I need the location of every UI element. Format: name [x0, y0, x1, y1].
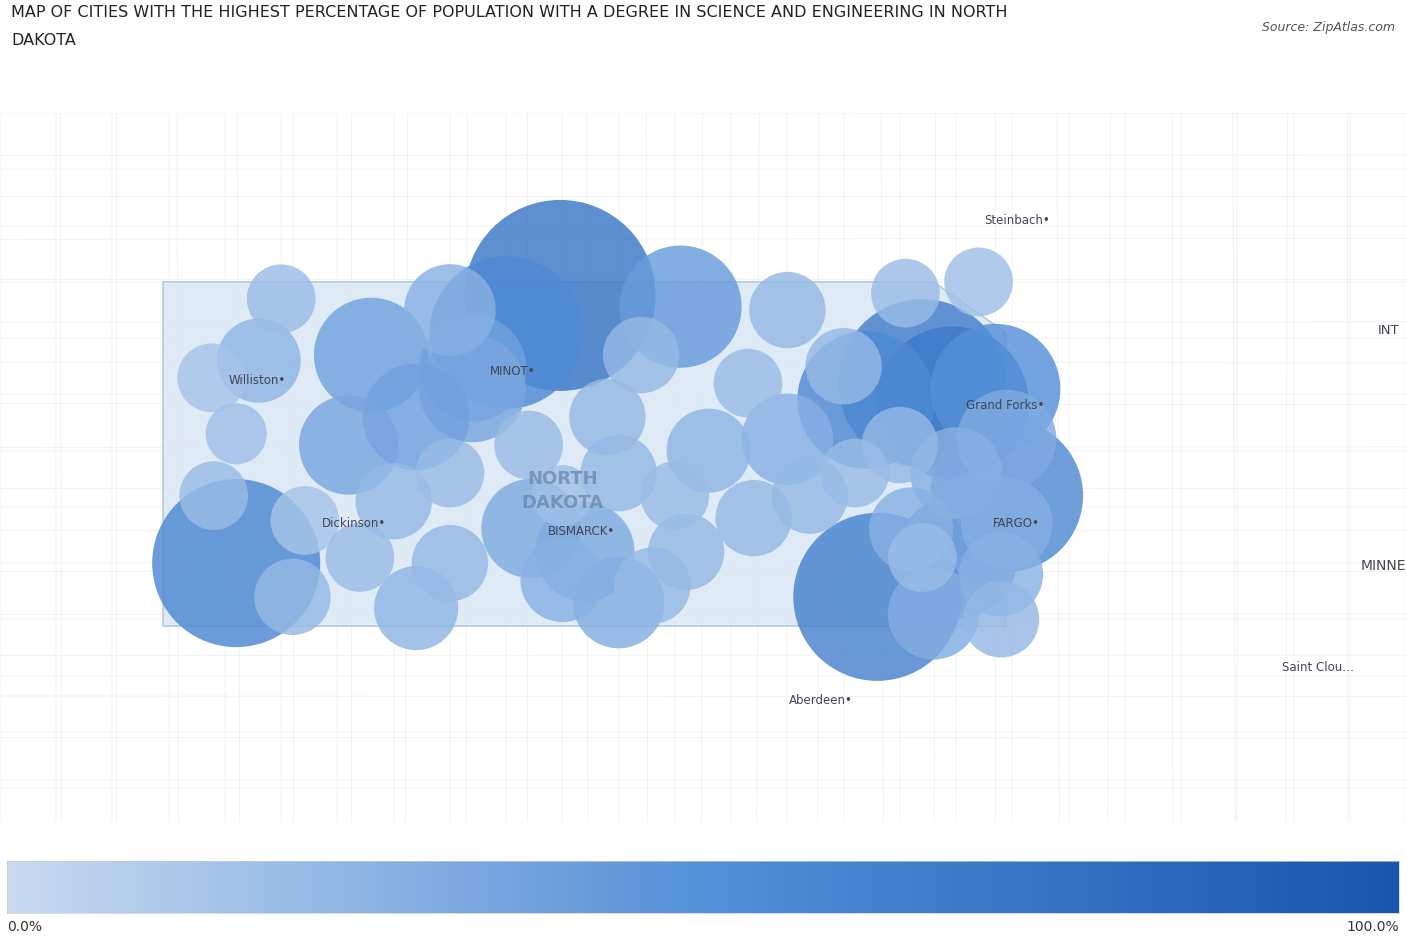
Point	[776, 432, 799, 447]
Point	[520, 521, 543, 536]
Point	[630, 348, 652, 363]
Point	[607, 595, 630, 610]
Point	[495, 326, 517, 341]
Point	[202, 489, 225, 504]
Point	[551, 489, 574, 504]
Polygon shape	[163, 283, 1005, 626]
Point	[461, 361, 484, 376]
Point	[201, 371, 224, 386]
Text: 100.0%: 100.0%	[1347, 919, 1399, 933]
Point	[270, 292, 292, 307]
Text: MINOT•: MINOT•	[489, 364, 536, 377]
Point	[439, 303, 461, 318]
Point	[941, 396, 963, 411]
Point	[405, 410, 427, 425]
Point	[675, 545, 697, 560]
Point	[969, 514, 991, 529]
Text: BISMARCK•: BISMARCK•	[548, 524, 616, 537]
Point	[461, 382, 484, 397]
Point	[855, 393, 877, 408]
Point	[669, 300, 692, 314]
Point	[866, 590, 889, 605]
Point	[349, 550, 371, 565]
Text: MAP OF CITIES WITH THE HIGHEST PERCENTAGE OF POPULATION WITH A DEGREE IN SCIENCE: MAP OF CITIES WITH THE HIGHEST PERCENTAG…	[11, 5, 1008, 20]
Point	[990, 567, 1012, 582]
Point	[894, 286, 917, 301]
Point	[776, 303, 799, 318]
Point	[548, 288, 571, 303]
Text: Aberdeen•: Aberdeen•	[789, 693, 852, 706]
Point	[967, 275, 990, 290]
Point	[995, 432, 1018, 447]
Point	[551, 573, 574, 588]
Point	[945, 466, 967, 481]
Text: MINNESOTA: MINNESOTA	[1361, 558, 1406, 572]
Point	[574, 545, 596, 560]
Point	[984, 382, 1007, 397]
Point	[517, 438, 540, 453]
Point	[281, 590, 304, 605]
Point	[995, 489, 1018, 504]
Text: DAKOTA: DAKOTA	[11, 33, 76, 48]
Point	[911, 376, 934, 391]
Point	[382, 494, 405, 509]
Point	[922, 607, 945, 622]
Text: 0.0%: 0.0%	[7, 919, 42, 933]
Point	[337, 438, 360, 453]
Point	[247, 354, 270, 369]
Point	[911, 550, 934, 565]
Point	[832, 359, 855, 374]
Text: INT: INT	[1378, 323, 1399, 336]
Point	[990, 612, 1012, 627]
Point	[889, 438, 911, 453]
Point	[607, 466, 630, 481]
Point	[294, 514, 316, 529]
Point	[900, 522, 922, 537]
Point	[225, 556, 247, 571]
Text: FARGO•: FARGO•	[993, 517, 1040, 530]
Text: NORTH
DAKOTA: NORTH DAKOTA	[522, 470, 603, 511]
Text: Williston•: Williston•	[229, 374, 285, 388]
Text: Dickinson•: Dickinson•	[322, 517, 387, 530]
Point	[225, 427, 247, 442]
Text: Steinbach•: Steinbach•	[984, 214, 1050, 227]
Point	[596, 410, 619, 425]
Point	[737, 376, 759, 391]
Text: Saint Clou…: Saint Clou…	[1282, 660, 1354, 673]
Point	[945, 550, 967, 565]
Point	[742, 511, 765, 526]
Text: Source: ZipAtlas.com: Source: ZipAtlas.com	[1261, 21, 1395, 34]
Point	[405, 601, 427, 616]
Point	[439, 556, 461, 571]
Point	[697, 444, 720, 459]
Point	[664, 489, 686, 504]
Text: Grand Forks•: Grand Forks•	[966, 399, 1045, 412]
Point	[844, 466, 866, 481]
Point	[439, 466, 461, 481]
Point	[641, 578, 664, 593]
Point	[799, 489, 821, 504]
Point	[995, 517, 1018, 532]
Point	[360, 348, 382, 363]
